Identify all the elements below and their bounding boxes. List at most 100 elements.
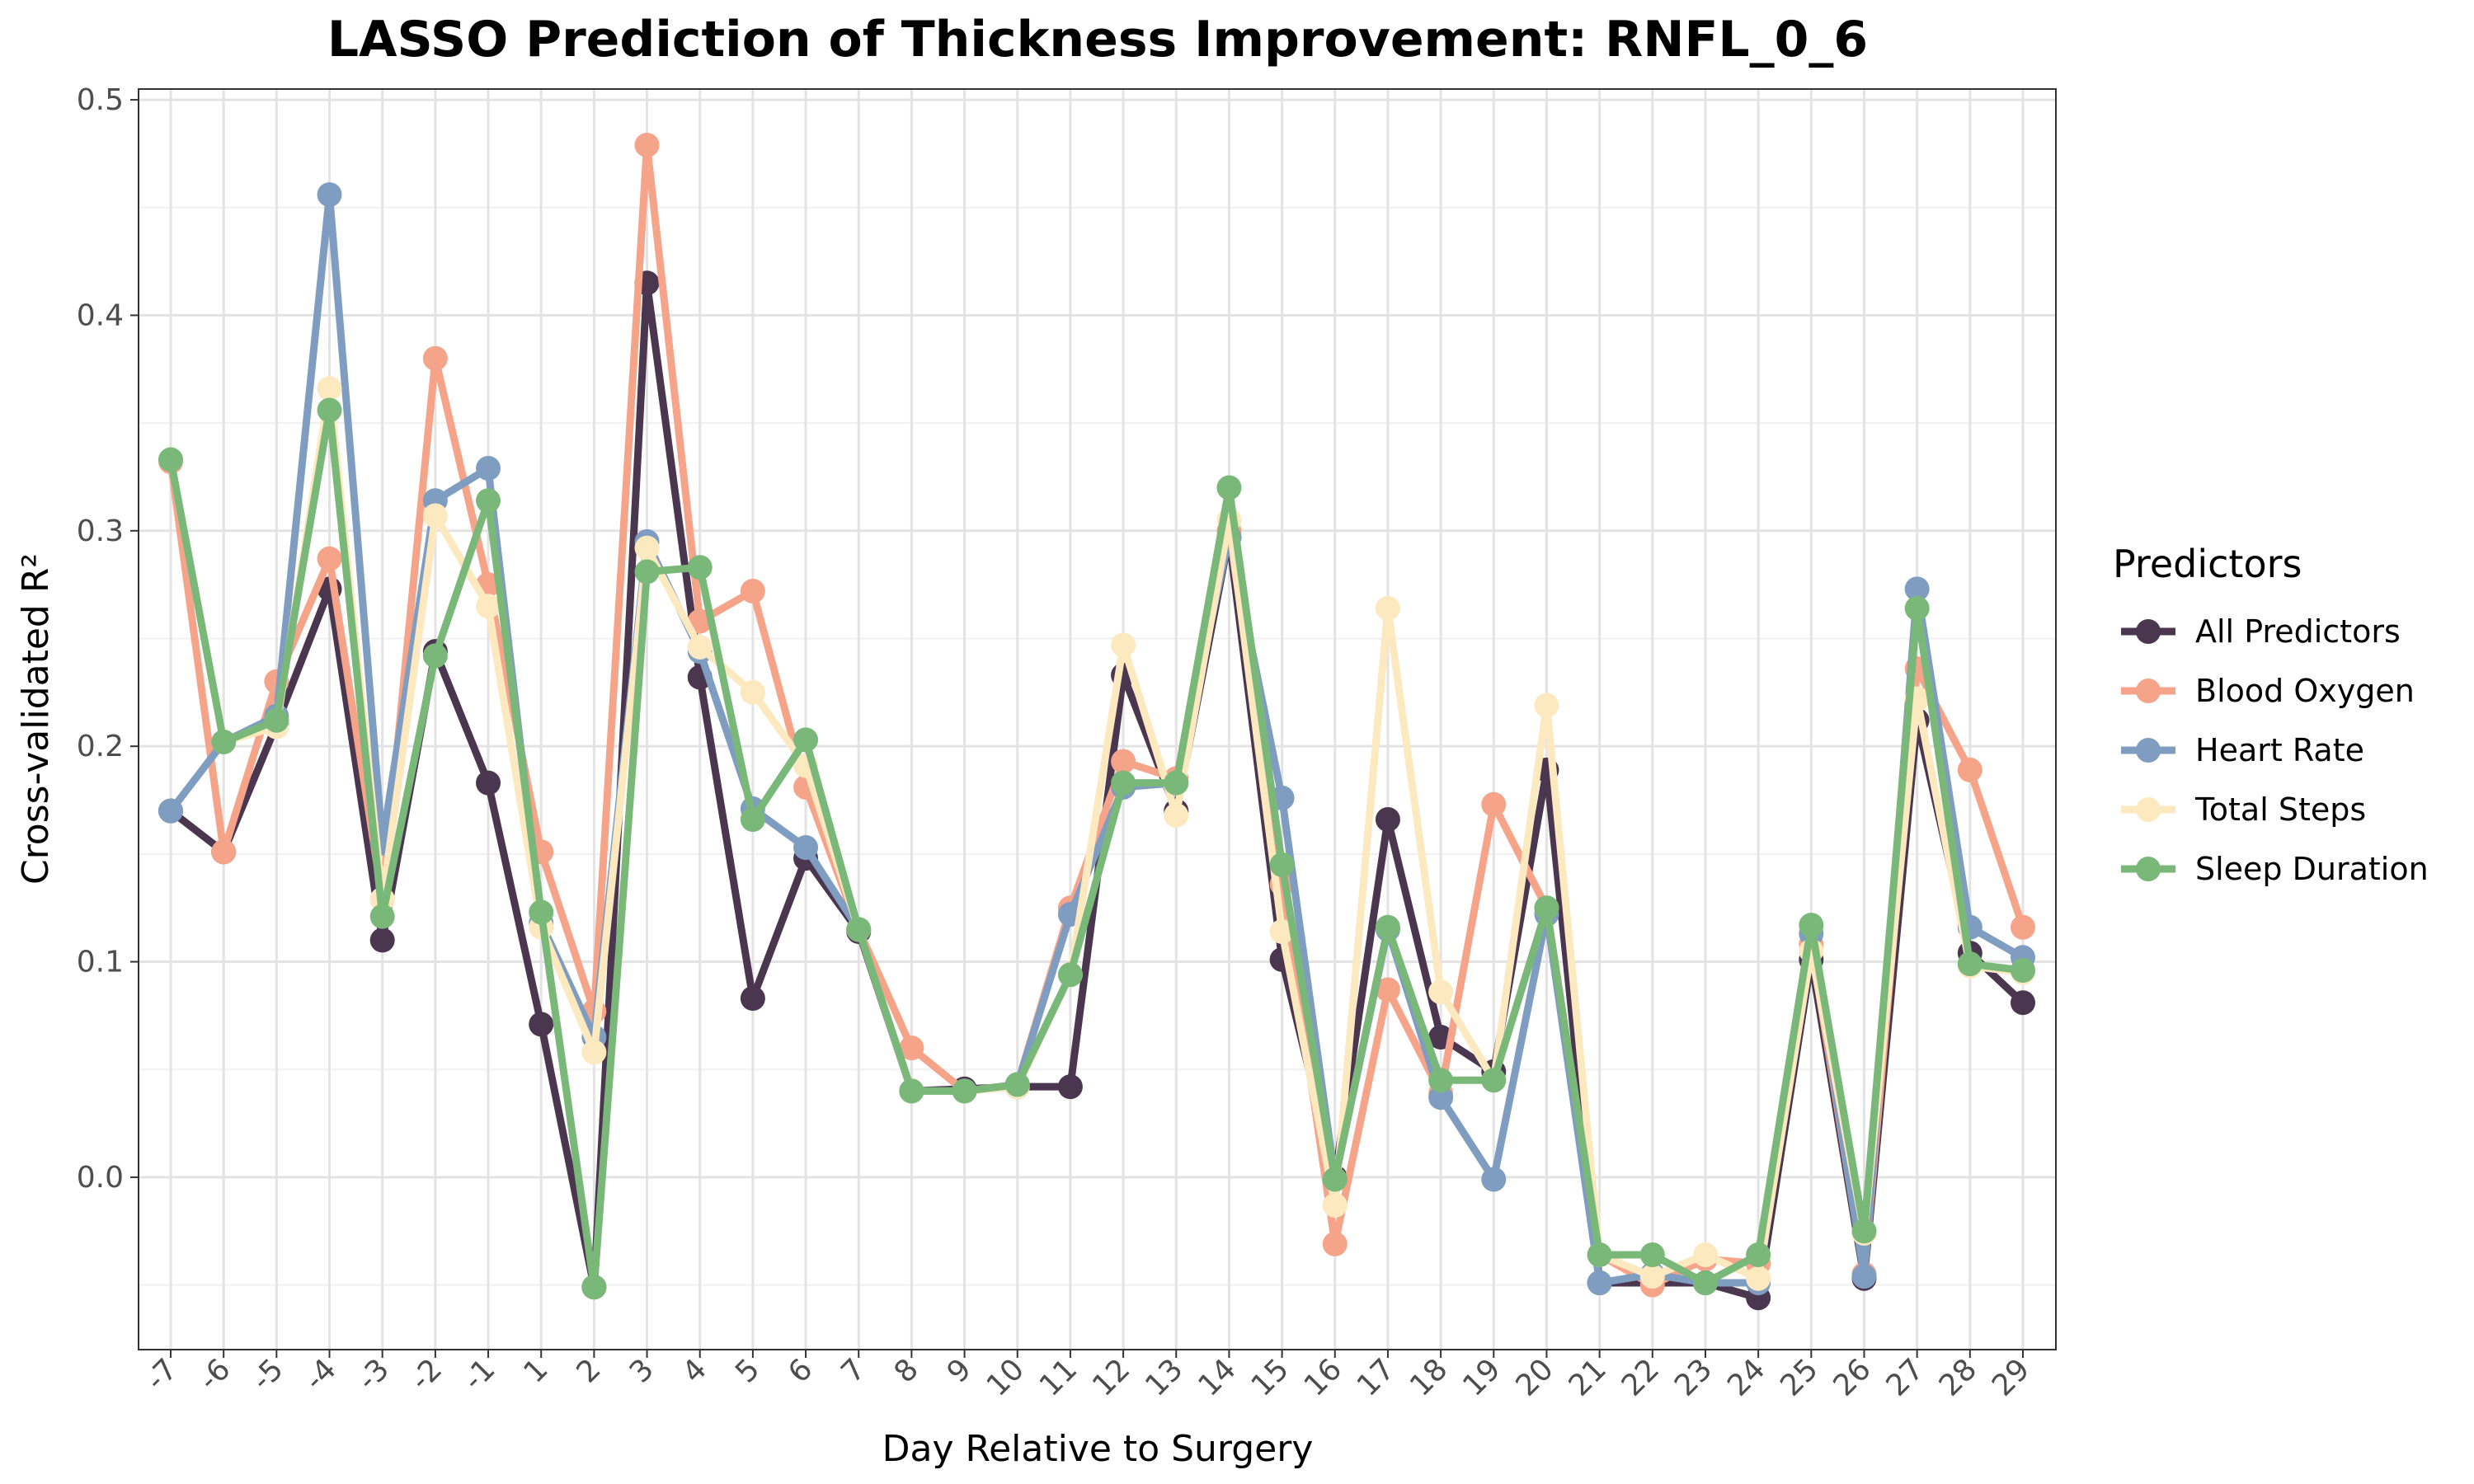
x-tick-label: 21 xyxy=(1563,1352,1613,1402)
legend-label: Blood Oxygen xyxy=(2195,673,2415,709)
chart-title: LASSO Prediction of Thickness Improvemen… xyxy=(327,11,1868,68)
legend-item-sleep-duration: Sleep Duration xyxy=(2121,851,2429,887)
data-point-sleep-duration xyxy=(529,899,554,925)
data-point-sleep-duration xyxy=(634,559,660,585)
x-axis-label: Day Relative to Surgery xyxy=(882,1428,1314,1470)
x-tick-label: 5 xyxy=(729,1352,766,1389)
data-point-sleep-duration xyxy=(1269,852,1295,877)
data-point-all-predictors xyxy=(740,985,765,1011)
legend: Predictors All Predictors Blood Oxygen Hea… xyxy=(2113,542,2429,887)
y-tick-label: 0.5 xyxy=(77,83,124,117)
x-tick-label: 1 xyxy=(517,1352,554,1389)
x-tick-label: 4 xyxy=(676,1352,713,1389)
x-tick-label: 11 xyxy=(1033,1352,1084,1402)
data-point-sleep-duration xyxy=(1111,770,1136,796)
y-axis: 0.0 0.1 0.2 0.3 0.4 0.5 xyxy=(77,83,139,1195)
x-tick-label: 17 xyxy=(1351,1352,1401,1402)
x-tick-label: 12 xyxy=(1086,1352,1136,1402)
data-point-total-steps xyxy=(1692,1242,1718,1267)
data-point-sleep-duration xyxy=(1587,1242,1612,1267)
x-tick-label: 24 xyxy=(1721,1352,1771,1402)
data-point-total-steps xyxy=(687,634,713,660)
data-point-blood-oxygen xyxy=(2011,914,2035,940)
y-tick-label: 0.4 xyxy=(77,298,124,332)
series-layer xyxy=(158,132,2035,1311)
data-point-sleep-duration xyxy=(687,555,713,580)
data-point-heart-rate xyxy=(317,182,342,208)
data-point-all-predictors xyxy=(369,928,395,953)
data-point-total-steps xyxy=(1639,1264,1665,1289)
legend-key-point xyxy=(2136,857,2161,881)
data-point-heart-rate xyxy=(158,798,183,824)
x-tick-label: 26 xyxy=(1827,1352,1877,1402)
data-point-blood-oxygen xyxy=(422,345,448,371)
x-tick-label: 27 xyxy=(1880,1352,1931,1402)
x-tick-label: 28 xyxy=(1933,1352,1983,1402)
legend-label: Sleep Duration xyxy=(2195,851,2429,887)
data-point-sleep-duration xyxy=(369,904,395,929)
x-tick-label: -6 xyxy=(192,1352,237,1397)
data-point-sleep-duration xyxy=(1481,1068,1507,1093)
data-point-sleep-duration xyxy=(1375,914,1400,940)
data-point-all-predictors xyxy=(2011,990,2035,1016)
data-point-sleep-duration xyxy=(793,727,819,753)
data-point-all-predictors xyxy=(529,1012,554,1037)
legend-key-point xyxy=(2136,797,2161,822)
legend-key-point xyxy=(2136,738,2161,763)
x-tick-label: -2 xyxy=(404,1352,449,1397)
data-point-sleep-duration xyxy=(317,397,342,423)
data-point-sleep-duration xyxy=(264,707,289,733)
data-point-total-steps xyxy=(1164,802,1189,828)
x-tick-label: -3 xyxy=(351,1352,396,1397)
legend-label: Total Steps xyxy=(2194,791,2366,828)
data-point-sleep-duration xyxy=(1746,1242,1771,1267)
x-axis: -7 -6 -5 -4 -3 -2 -1 1 2 3 4 5 6 7 8 9 10 11 12 13 14 15 16 17 1… xyxy=(139,1350,2036,1403)
data-point-sleep-duration xyxy=(1692,1270,1718,1295)
x-tick-label: 2 xyxy=(571,1352,608,1389)
data-point-heart-rate xyxy=(476,456,501,481)
data-point-total-steps xyxy=(1111,632,1136,658)
x-tick-label: 9 xyxy=(941,1352,978,1389)
data-point-heart-rate xyxy=(793,835,819,861)
data-point-blood-oxygen xyxy=(687,608,713,634)
data-point-sleep-duration xyxy=(2011,957,2035,983)
x-tick-label: 20 xyxy=(1509,1352,1559,1402)
data-point-heart-rate xyxy=(1481,1167,1507,1192)
data-point-sleep-duration xyxy=(1322,1167,1348,1192)
series-blood-oxygen xyxy=(158,132,2035,1298)
x-tick-label: 15 xyxy=(1245,1352,1296,1402)
data-point-sleep-duration xyxy=(1639,1242,1665,1267)
gridlines xyxy=(139,89,2056,1350)
x-tick-label: 19 xyxy=(1456,1352,1507,1402)
x-tick-label: -7 xyxy=(139,1352,184,1397)
series-total-steps xyxy=(158,376,2035,1291)
y-tick-label: 0.3 xyxy=(77,514,124,548)
x-tick-label: 8 xyxy=(888,1352,925,1389)
data-point-sleep-duration xyxy=(1057,962,1083,988)
x-tick-label: 23 xyxy=(1668,1352,1719,1402)
data-point-all-predictors xyxy=(1057,1074,1083,1100)
x-tick-label: 6 xyxy=(782,1352,819,1389)
data-point-sleep-duration xyxy=(1534,895,1559,921)
data-point-sleep-duration xyxy=(1957,951,1982,977)
legend-label: Heart Rate xyxy=(2195,732,2364,768)
legend-item-blood-oxygen: Blood Oxygen xyxy=(2121,673,2415,709)
x-tick-label: 14 xyxy=(1192,1352,1242,1402)
data-point-total-steps xyxy=(476,594,501,619)
legend-title: Predictors xyxy=(2113,542,2302,586)
x-tick-label: 7 xyxy=(835,1352,872,1389)
data-point-blood-oxygen xyxy=(317,546,342,571)
y-tick-label: 0.2 xyxy=(77,730,124,763)
x-tick-label: 25 xyxy=(1774,1352,1824,1402)
data-point-sleep-duration xyxy=(1428,1068,1454,1093)
plot-panel-border xyxy=(138,88,2057,1350)
data-point-sleep-duration xyxy=(476,488,501,514)
x-tick-label: -5 xyxy=(245,1352,289,1397)
y-axis-label: Cross-validated R² xyxy=(15,553,57,885)
data-point-total-steps xyxy=(1322,1192,1348,1218)
legend-key-point xyxy=(2136,679,2161,703)
data-point-all-predictors xyxy=(1375,807,1400,833)
data-point-sleep-duration xyxy=(1799,913,1824,938)
data-point-blood-oxygen xyxy=(1481,791,1507,817)
